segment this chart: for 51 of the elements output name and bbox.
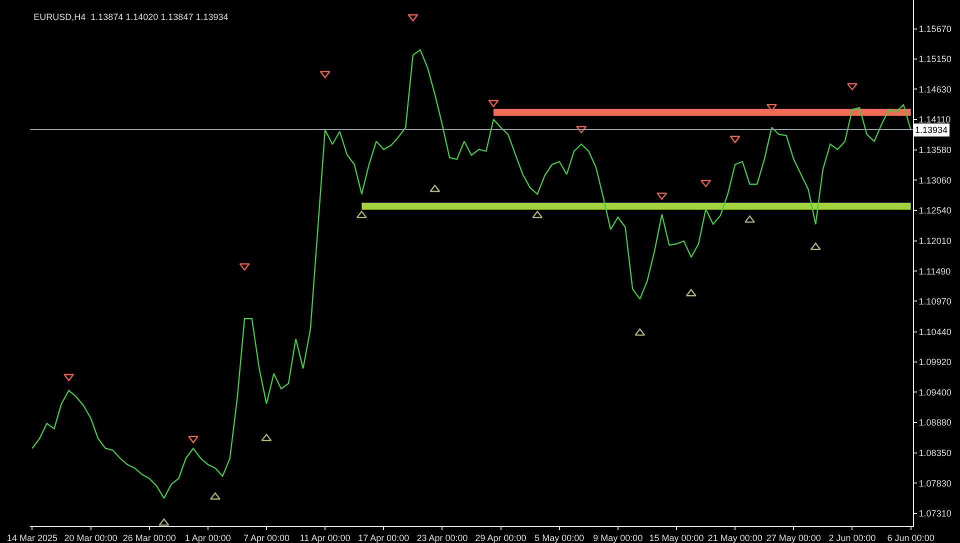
- x-tick-label: 20 Mar 00:00: [64, 532, 118, 543]
- point: [356, 210, 367, 218]
- x-tick-label: 23 Apr 00:00: [416, 532, 468, 543]
- y-tick-label: 1.14630: [918, 84, 952, 94]
- y-tick-label: 1.07310: [918, 508, 952, 518]
- ref-line-label: 1.13934: [915, 125, 948, 135]
- x-tick-label: 2 Jun 00:00: [828, 532, 876, 543]
- point: [576, 126, 587, 134]
- y-tick-label: 1.10970: [918, 296, 952, 306]
- x-tick-label: 29 Apr 00:00: [475, 532, 526, 543]
- x-tick-label: 17 Apr 00:00: [358, 532, 410, 543]
- point: [158, 518, 170, 526]
- x-tick-label: 9 May 00:00: [593, 532, 643, 543]
- point: [320, 70, 330, 78]
- point: [744, 215, 755, 223]
- point: [766, 104, 777, 112]
- y-tick-label: 1.08880: [918, 417, 952, 428]
- x-tick-label: 27 May 00:00: [766, 532, 821, 543]
- x-tick-label: 14 Mar 2025: [6, 532, 58, 543]
- x-tick-label: 15 May 00:00: [649, 532, 704, 543]
- point: [810, 242, 821, 250]
- point: [261, 434, 272, 442]
- x-tick-label: 26 Mar 00:00: [122, 532, 176, 543]
- x-tick-label: 1 Apr 00:00: [184, 532, 231, 543]
- x-tick-label: 5 May 00:00: [534, 532, 584, 543]
- text: EURUSD,H4 1.13874 1.14020 1.13847 1.13934: [34, 12, 228, 22]
- y-tick-label: 1.13580: [918, 145, 952, 156]
- point: [634, 328, 646, 336]
- y-tick-label: 1.15150: [918, 54, 952, 64]
- point: [730, 136, 740, 144]
- x-tick-label: 11 Apr 00:00: [300, 532, 350, 543]
- y-tick-label: 1.15670: [918, 24, 952, 34]
- y-tick-label: 1.14110: [918, 114, 951, 124]
- y-tick-label: 1.09920: [918, 357, 952, 368]
- y-tick-label: 1.07830: [918, 478, 952, 488]
- y-tick-label: 1.09400: [918, 387, 952, 398]
- x-tick-label: 7 Apr 00:00: [243, 532, 290, 543]
- point: [700, 180, 712, 188]
- y-tick-label: 1.11490: [918, 266, 951, 276]
- point: [488, 100, 499, 108]
- point: [239, 263, 250, 271]
- x-tick-label: 21 May 00:00: [708, 532, 762, 543]
- line-series: [32, 49, 912, 499]
- point: [430, 184, 440, 192]
- x-tick-label: 6 Jun 00:00: [887, 532, 934, 543]
- y-tick-label: 1.13060: [918, 175, 952, 186]
- y-tick-label: 1.12010: [918, 236, 952, 246]
- y-tick-label: 1.08350: [918, 448, 952, 458]
- point: [532, 210, 543, 218]
- y-tick-label: 1.10440: [918, 327, 952, 338]
- y-tick-label: 1.12540: [918, 205, 952, 216]
